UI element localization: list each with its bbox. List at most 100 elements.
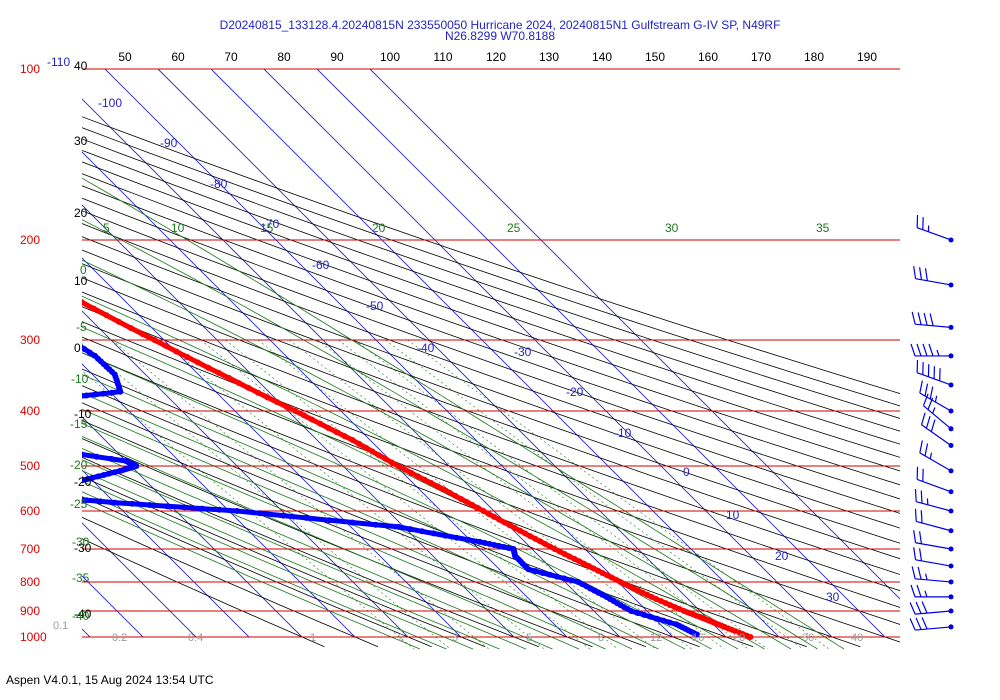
wind-barb-flag bbox=[916, 343, 922, 357]
dewpoint-point bbox=[628, 608, 635, 614]
temperature-point bbox=[421, 476, 428, 483]
dewpoint-point bbox=[0, 299, 5, 305]
height-tick-label: 10 bbox=[74, 274, 88, 288]
temperature-point bbox=[501, 519, 508, 526]
dry-adiabat-line bbox=[82, 516, 379, 648]
wind-barb-flag bbox=[910, 584, 916, 598]
chart-title: D20240815_133128.4.20240815N 233550050 H… bbox=[0, 19, 1000, 42]
dewpoint-point bbox=[641, 611, 648, 618]
dry-adiabat-line bbox=[82, 438, 593, 648]
dewpoint-point bbox=[532, 568, 539, 575]
dewpoint-point bbox=[181, 504, 188, 511]
isotherm-line bbox=[316, 69, 886, 638]
dewpoint-point bbox=[505, 545, 512, 551]
wind-barb-flag bbox=[924, 383, 929, 397]
dewpoint-point bbox=[117, 467, 123, 474]
dewpoint-point bbox=[129, 500, 136, 507]
temperature-point bbox=[556, 548, 563, 555]
dewpoint-point bbox=[60, 332, 66, 338]
wind-barb-half-flag bbox=[932, 407, 936, 414]
dry-adiabat-label: 0 bbox=[80, 263, 87, 277]
mixing-ratio-label: 0.2 bbox=[112, 632, 127, 644]
wind-barb-flag bbox=[928, 343, 934, 357]
temperature-point bbox=[604, 572, 611, 579]
isotherm-label: -70 bbox=[262, 217, 280, 231]
moist-adiabat-line bbox=[82, 459, 527, 650]
moist-adiabat-line bbox=[82, 295, 765, 650]
dewpoint-point bbox=[349, 519, 356, 526]
moist-adiabat-line bbox=[82, 374, 686, 650]
top-axis-tick-label: 150 bbox=[645, 50, 665, 64]
top-axis-tick-label: 190 bbox=[857, 50, 877, 64]
temperature-point bbox=[245, 384, 252, 391]
temperature-point bbox=[595, 567, 601, 574]
dewpoint-point bbox=[41, 494, 47, 500]
pressure-tick-label: 600 bbox=[20, 504, 40, 518]
wind-barb-flag bbox=[930, 419, 936, 432]
dewpoint-point bbox=[12, 432, 18, 438]
dewpoint-point bbox=[546, 571, 553, 578]
temperature-point bbox=[662, 600, 669, 607]
dewpoint-point bbox=[0, 295, 1, 301]
pressure-tick-label: 700 bbox=[20, 542, 40, 556]
wind-barb-flag bbox=[919, 548, 923, 561]
dry-adiabat-label: -15 bbox=[70, 417, 88, 431]
pressure-tick-label: 100 bbox=[20, 62, 40, 76]
dry-adiabat-label: -35 bbox=[72, 571, 90, 585]
temperature-point bbox=[585, 563, 592, 569]
dewpoint-point bbox=[257, 510, 264, 517]
temperature-point bbox=[491, 513, 497, 520]
dewpoint-point bbox=[20, 442, 26, 448]
mixing-ratio-label: 0.1 bbox=[53, 620, 68, 632]
moist-adiabat-line bbox=[82, 501, 421, 650]
isotherm-label: -80 bbox=[210, 177, 228, 191]
dry-adiabat-line bbox=[82, 138, 900, 419]
dry-adiabat-line bbox=[82, 496, 432, 648]
dewpoint-point bbox=[525, 566, 532, 573]
dewpoint-point bbox=[13, 491, 19, 497]
wind-barb-flag bbox=[927, 397, 934, 410]
isotherm-label: -20 bbox=[566, 385, 584, 399]
isotherm-line bbox=[157, 69, 727, 638]
temperature-point bbox=[226, 375, 233, 381]
dewpoint-point bbox=[13, 433, 19, 439]
height-tick-label: -20 bbox=[74, 475, 92, 489]
isotherm-line bbox=[104, 69, 674, 638]
isotherm-line bbox=[82, 363, 356, 638]
pressure-tick-label: 900 bbox=[20, 604, 40, 618]
temperature-point bbox=[527, 533, 534, 540]
mixing-ratio-label: 20 bbox=[733, 632, 745, 644]
theta-e-label: 5 bbox=[103, 221, 110, 235]
wind-barb-flag bbox=[916, 584, 922, 598]
dewpoint-point bbox=[51, 483, 57, 489]
dewpoint-point bbox=[40, 321, 46, 327]
wind-barb-flag bbox=[919, 380, 923, 394]
wind-barb-flag bbox=[917, 312, 922, 325]
temperature-point bbox=[173, 348, 180, 355]
dewpoint-point bbox=[500, 544, 507, 550]
wind-barb-flag bbox=[920, 510, 923, 524]
temperature-point bbox=[317, 420, 324, 427]
wind-barb bbox=[910, 343, 954, 359]
theta-e-label: 25 bbox=[507, 221, 521, 235]
temperature-point bbox=[401, 466, 408, 473]
moist-adiabat-line bbox=[82, 491, 447, 650]
dewpoint-point bbox=[666, 619, 673, 626]
footer-text: Aspen V4.0.1, 15 Aug 2024 13:54 UTC bbox=[6, 673, 214, 687]
dry-adiabat-line bbox=[82, 277, 900, 575]
temperature-point bbox=[428, 480, 435, 486]
mixing-ratio-label: 30 bbox=[802, 632, 814, 644]
temperature-point bbox=[341, 433, 348, 440]
dewpoint-point bbox=[55, 495, 61, 501]
height-tick-label: 30 bbox=[74, 134, 88, 148]
dewpoint-point bbox=[407, 526, 414, 533]
dewpoint-point bbox=[1, 413, 7, 419]
dry-adiabat-line bbox=[82, 236, 900, 529]
top-axis-tick-label: 60 bbox=[171, 50, 185, 64]
moist-adiabat-line bbox=[82, 259, 792, 650]
wind-barb-half-flag bbox=[936, 349, 940, 357]
temperature-point bbox=[648, 593, 655, 600]
dry-adiabat-line bbox=[82, 336, 900, 643]
temperature-point bbox=[469, 502, 476, 508]
temperature-point bbox=[32, 275, 38, 281]
